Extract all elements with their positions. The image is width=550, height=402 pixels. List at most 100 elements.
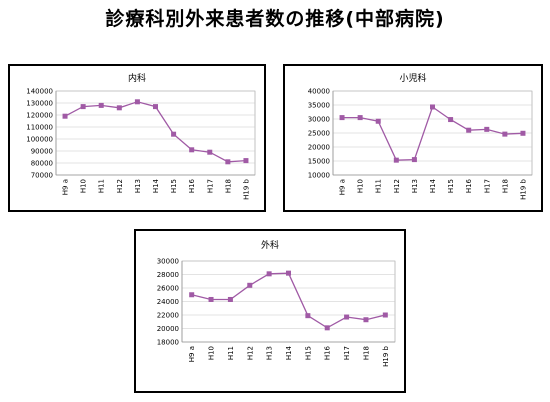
x-tick-label: H14 (285, 345, 293, 360)
x-tick-label: H9 a (188, 346, 196, 362)
y-tick-label: 30000 (157, 258, 179, 266)
x-tick-label: H17 (343, 346, 351, 360)
chart-title: 小児科 (399, 72, 426, 84)
chart-title: 内科 (128, 72, 146, 84)
data-point (357, 115, 363, 121)
chart-geka: 外科 18000 20000 22000 24000 26000 28000 30000 H9 … (157, 239, 396, 367)
x-tick-label: H17 (206, 179, 214, 193)
data-point (286, 270, 291, 276)
y-tick-label: 140000 (26, 88, 53, 96)
y-tick-label: 15000 (308, 158, 330, 166)
y-tick-label: 10000 (308, 172, 330, 180)
y-tick-label: 22000 (157, 312, 179, 320)
data-point (171, 131, 177, 137)
data-point (62, 113, 68, 119)
x-tick-label: H14 (429, 178, 437, 193)
data-point (305, 313, 311, 319)
y-tick-label: 110000 (26, 124, 53, 132)
x-tick-label: H15 (447, 179, 455, 193)
data-point (189, 292, 195, 298)
x-tick-label: H9 a (339, 179, 347, 195)
chart-naika: 内科 70000 80000 90000 100000 110000 120000 13000… (26, 72, 256, 200)
x-tick-label: H10 (208, 346, 216, 360)
data-point (80, 104, 86, 110)
data-point (411, 157, 417, 163)
x-tick-label: H12 (116, 179, 124, 193)
y-tick-label: 30000 (308, 116, 330, 124)
data-point (363, 317, 369, 323)
chart-panel-naika: 内科 70000 80000 90000 100000 110000 120000 13000… (8, 64, 266, 212)
x-tick-label: H19 b (519, 178, 527, 199)
y-tick-label: 25000 (308, 130, 330, 138)
y-tick-label: 70000 (31, 172, 53, 180)
chart-shonika: 小児科 10000 15000 20000 25000 30000 35000 40000 H9… (308, 72, 533, 200)
data-point (448, 117, 454, 123)
page-title: 診療科別外来患者数の推移(中部病院) (105, 8, 445, 30)
data-point (324, 325, 330, 331)
y-tick-label: 120000 (26, 112, 53, 120)
data-point (207, 149, 213, 155)
x-tick-label: H16 (465, 178, 473, 193)
x-tick-label: H13 (266, 346, 274, 360)
y-tick-label: 20000 (157, 325, 179, 333)
data-point (227, 296, 233, 302)
data-point (484, 126, 490, 132)
y-tick-label: 24000 (157, 298, 179, 306)
y-tick-label: 80000 (31, 160, 53, 168)
x-tick-label: H17 (483, 179, 491, 193)
x-tick-label: H12 (393, 179, 401, 193)
x-tick-label: H16 (188, 178, 196, 193)
data-point (98, 102, 104, 108)
data-point (466, 127, 472, 133)
x-tick-label: H18 (362, 346, 370, 360)
x-tick-label: H10 (80, 179, 88, 193)
data-point (375, 118, 381, 124)
y-tick-label: 35000 (308, 102, 330, 110)
y-tick-label: 40000 (308, 88, 330, 96)
data-point (344, 314, 350, 320)
data-point (430, 104, 435, 110)
data-point (520, 130, 526, 136)
data-point (134, 99, 140, 105)
y-tick-label: 90000 (31, 148, 53, 156)
series-line (191, 272, 386, 329)
chart-panel-geka: 外科 18000 20000 22000 24000 26000 28000 30000 H9 … (134, 229, 406, 393)
y-tick-label: 18000 (157, 339, 179, 347)
y-tick-label: 130000 (26, 100, 53, 108)
x-tick-label: H18 (501, 179, 509, 193)
plot-area (55, 90, 256, 176)
x-tick-label: H13 (411, 179, 419, 193)
series-line (342, 105, 524, 161)
x-tick-label: H13 (134, 179, 142, 193)
x-tick-label: H9 a (62, 179, 70, 195)
data-point (393, 157, 399, 163)
chart-panel-shonika: 小児科 10000 15000 20000 25000 30000 35000 40000 H9… (283, 64, 543, 212)
data-point (247, 282, 253, 288)
x-tick-label: H11 (227, 346, 235, 360)
x-tick-label: H16 (324, 345, 332, 360)
x-tick-label: H15 (170, 179, 178, 193)
y-tick-label: 20000 (308, 144, 330, 152)
x-tick-label: H19 b (382, 345, 390, 366)
x-tick-label: H18 (224, 179, 232, 193)
data-point (208, 296, 214, 302)
data-point (225, 159, 231, 165)
data-point (382, 312, 388, 318)
data-point (243, 158, 249, 164)
data-point (339, 115, 345, 121)
y-tick-label: 100000 (26, 136, 53, 144)
x-tick-label: H15 (304, 346, 312, 360)
x-tick-label: H14 (152, 178, 160, 193)
data-point (189, 147, 195, 153)
chart-title: 外科 (261, 239, 279, 251)
y-tick-label: 26000 (157, 285, 179, 293)
series-line (64, 101, 247, 163)
data-point (116, 105, 122, 111)
x-tick-label: H11 (98, 179, 106, 193)
x-tick-label: H19 b (242, 178, 250, 199)
x-tick-label: H10 (357, 179, 365, 193)
y-tick-label: 28000 (157, 271, 179, 279)
data-point (153, 104, 158, 110)
x-tick-label: H11 (375, 179, 383, 193)
data-point (266, 271, 272, 277)
